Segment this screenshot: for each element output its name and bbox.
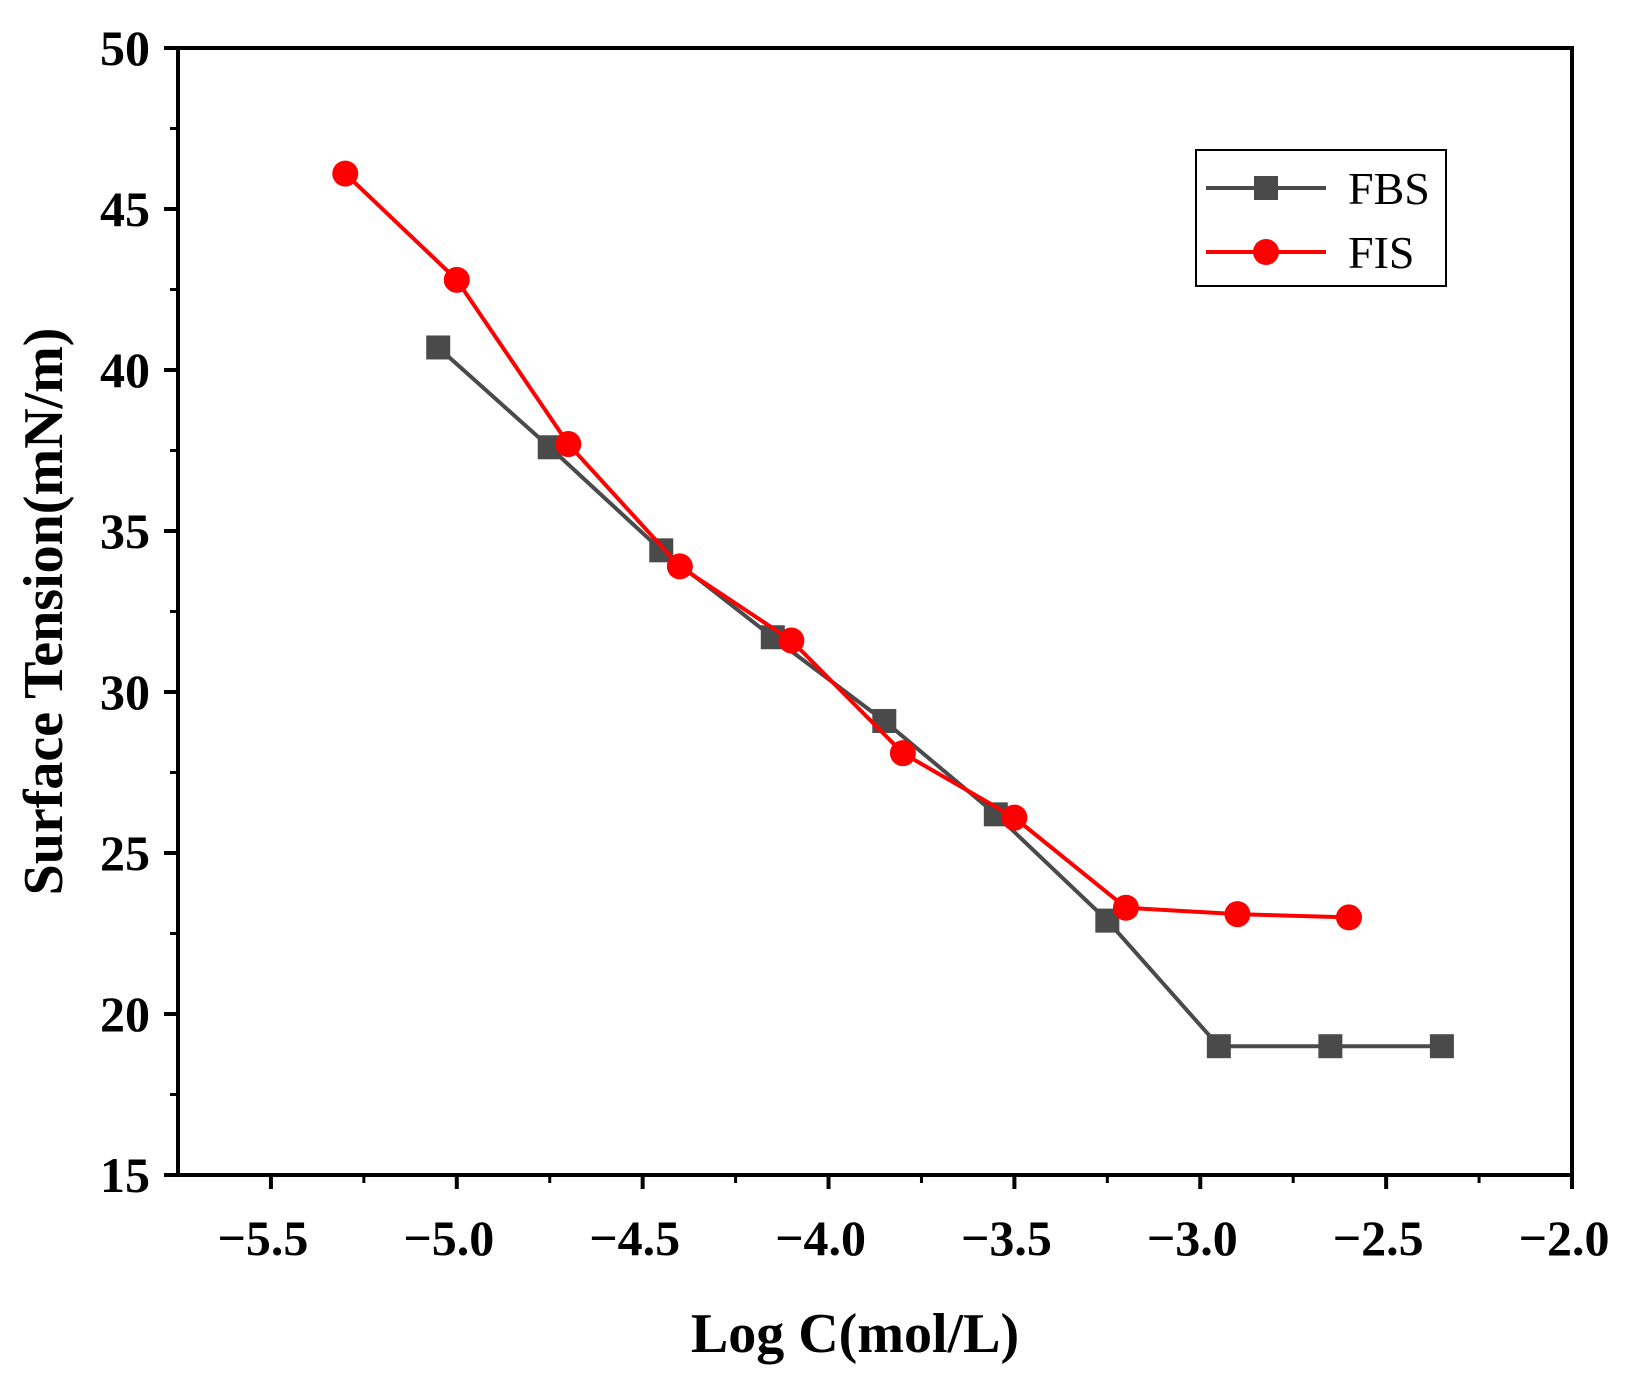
y-axis-title: Surface Tension(mN/m) [13,328,75,896]
data-point [889,740,916,767]
data-point [443,266,470,293]
series-FIS [332,160,1362,931]
data-point [666,553,693,580]
series-line [343,172,1350,920]
data-point [555,431,582,458]
axis-titles: Log C(mol/L) Surface Tension(mN/m) [13,328,1019,1365]
data-point [872,708,897,733]
y-tick-label: 15 [100,1147,150,1203]
x-tick-label: −2.0 [1519,1210,1610,1266]
y-tick-label: 30 [100,664,150,720]
x-axis-title: Log C(mol/L) [691,1303,1019,1365]
y-tick-label: 25 [100,825,150,881]
x-tick-label: −4.0 [775,1210,866,1266]
x-tick-label: −4.5 [589,1210,680,1266]
y-tick-label: 40 [100,342,150,398]
data-point [778,627,805,654]
x-tick-label: −2.5 [1333,1210,1424,1266]
data-point [1318,1034,1343,1059]
x-tick-label: −3.0 [1147,1210,1238,1266]
axes: −5.5 −5.0 −4.5 −4.0 −3.5 −3.0 −2.5 −2.0 15 20 25 30… [100,20,1610,1266]
data-point [1335,904,1362,931]
series-line [436,345,1442,1049]
x-tick-label: −5.0 [403,1210,494,1266]
legend-marker [1253,239,1279,265]
data-point [1112,894,1139,921]
data-point [1206,1034,1231,1059]
series-FBS [426,335,1454,1059]
y-tick-label: 35 [100,503,150,559]
data-point [1429,1034,1454,1059]
x-tick-label: −5.5 [217,1210,308,1266]
y-tick-label: 20 [100,986,150,1042]
data-point [426,335,451,360]
data-point [1001,804,1028,831]
legend-box [1195,149,1447,287]
legend-label: FIS [1348,227,1414,278]
y-tick-label: 50 [100,20,150,76]
data-point [649,538,674,563]
y-tick-label: 45 [100,181,150,237]
data-point [332,160,359,187]
legend-marker [1254,176,1278,200]
data-point [1224,901,1251,928]
x-tick-label: −3.5 [961,1210,1052,1266]
series-layer [332,160,1454,1059]
legend-label: FBS [1348,163,1430,214]
legend: FBS FIS [1195,149,1447,287]
